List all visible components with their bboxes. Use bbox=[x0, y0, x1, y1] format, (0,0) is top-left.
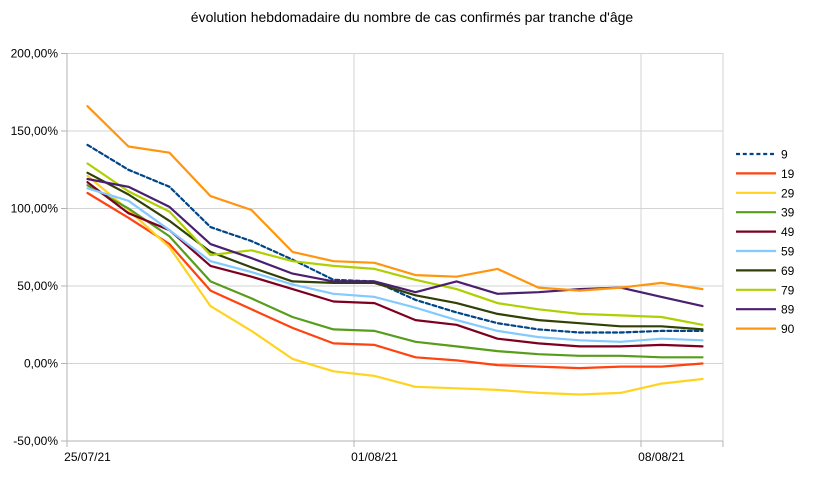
y-axis-tick-label: 150,00% bbox=[11, 124, 59, 138]
series-line-49 bbox=[86, 181, 704, 348]
legend-label-39: 39 bbox=[781, 206, 795, 220]
series-line-69 bbox=[86, 171, 704, 331]
legend-item-49: 49 bbox=[736, 225, 795, 239]
legend-label-9: 9 bbox=[781, 148, 788, 162]
x-axis-tick-label: 08/08/21 bbox=[638, 450, 685, 464]
series-line-90 bbox=[86, 105, 704, 292]
axes bbox=[61, 53, 724, 447]
legend-label-69: 69 bbox=[781, 264, 795, 278]
series-line-59 bbox=[86, 187, 704, 343]
legend-item-9: 9 bbox=[736, 148, 788, 162]
legend-item-69: 69 bbox=[736, 264, 795, 278]
legend-label-49: 49 bbox=[781, 225, 795, 239]
legend-label-29: 29 bbox=[781, 186, 795, 200]
legend-item-39: 39 bbox=[736, 206, 795, 220]
series-line-89 bbox=[86, 177, 704, 308]
legend-item-90: 90 bbox=[736, 322, 795, 336]
y-axis-tick-label: 50,00% bbox=[17, 279, 58, 293]
x-axis-tick-label: 01/08/21 bbox=[351, 450, 398, 464]
legend: 9 19 29 39 49 59 69 79 89 90 bbox=[736, 148, 795, 336]
series-line-9 bbox=[86, 143, 704, 334]
x-axis-labels: 25/07/21 01/08/21 08/08/21 bbox=[64, 450, 685, 464]
legend-item-19: 19 bbox=[736, 167, 795, 181]
series-line-19 bbox=[86, 191, 704, 370]
legend-label-79: 79 bbox=[781, 283, 795, 297]
legend-item-79: 79 bbox=[736, 283, 795, 297]
y-axis-labels: 200,00% 150,00% 100,00% 50,00% 0,00% -50,00% bbox=[11, 47, 59, 449]
legend-label-90: 90 bbox=[781, 322, 795, 336]
legend-label-19: 19 bbox=[781, 167, 795, 181]
y-axis-tick-label: 0,00% bbox=[24, 357, 58, 371]
series-line-29 bbox=[86, 174, 704, 396]
legend-item-29: 29 bbox=[736, 186, 795, 200]
series-line-39 bbox=[86, 184, 704, 359]
gridlines bbox=[66, 53, 724, 442]
legend-item-89: 89 bbox=[736, 303, 795, 317]
legend-label-89: 89 bbox=[781, 303, 795, 317]
plot-border bbox=[66, 53, 724, 442]
y-axis-tick-label: 200,00% bbox=[11, 47, 59, 61]
y-axis-tick-label: 100,00% bbox=[11, 202, 59, 216]
series-line-79 bbox=[86, 162, 704, 326]
legend-label-59: 59 bbox=[781, 245, 795, 259]
y-axis-tick-label: -50,00% bbox=[13, 434, 58, 448]
x-axis-tick-label: 25/07/21 bbox=[64, 450, 111, 464]
legend-item-59: 59 bbox=[736, 245, 795, 259]
series-lines bbox=[86, 105, 704, 396]
chart-title: évolution hebdomadaire du nombre de cas … bbox=[191, 9, 634, 25]
